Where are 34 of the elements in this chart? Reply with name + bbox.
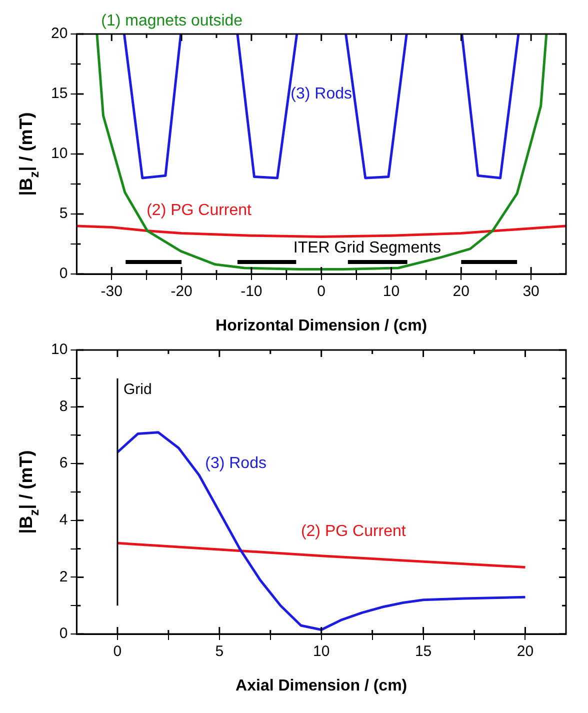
y-axis-title: |Bz| / (mT) bbox=[16, 450, 42, 534]
x-axis-title: Horizontal Dimension / (cm) bbox=[216, 317, 428, 334]
y-tick-label: 15 bbox=[50, 85, 68, 102]
x-tick-label: 20 bbox=[516, 643, 534, 660]
x-tick-label: 0 bbox=[113, 643, 122, 660]
y-tick-label: 4 bbox=[59, 512, 68, 529]
x-tick-label: -10 bbox=[240, 283, 262, 300]
x-tick-label: 10 bbox=[313, 643, 330, 660]
ref-line-label: Grid bbox=[123, 381, 152, 398]
x-tick-label: 0 bbox=[317, 283, 326, 300]
y-tick-label: 20 bbox=[50, 25, 68, 42]
y-tick-label: 0 bbox=[59, 265, 68, 282]
y-tick-label: 10 bbox=[50, 341, 68, 358]
x-tick-label: 5 bbox=[215, 643, 224, 660]
series-label: (3) Rods bbox=[205, 455, 266, 472]
x-tick-label: 30 bbox=[522, 283, 540, 300]
y-tick-label: 0 bbox=[59, 625, 68, 642]
series-label: (3) Rods bbox=[290, 85, 352, 102]
x-axis-title: Axial Dimension / (cm) bbox=[236, 677, 408, 694]
series-label: ITER Grid Segments bbox=[293, 239, 441, 256]
y-axis-title: |Bz| / (mT) bbox=[16, 112, 42, 196]
y-tick-label: 8 bbox=[59, 398, 68, 415]
series-label: (2) PG Current bbox=[146, 202, 252, 220]
x-tick-label: 15 bbox=[414, 643, 432, 660]
y-tick-label: 10 bbox=[50, 145, 68, 162]
x-tick-label: 20 bbox=[452, 283, 470, 300]
y-tick-label: 5 bbox=[59, 205, 68, 222]
series-label: (2) PG Current bbox=[300, 523, 406, 540]
y-tick-label: 2 bbox=[59, 568, 68, 586]
x-tick-label: -30 bbox=[100, 283, 122, 300]
x-tick-label: -20 bbox=[170, 283, 192, 300]
y-tick-label: 6 bbox=[59, 454, 68, 472]
x-tick-label: 10 bbox=[382, 283, 400, 300]
series-label: (1) magnets outside bbox=[101, 12, 243, 30]
